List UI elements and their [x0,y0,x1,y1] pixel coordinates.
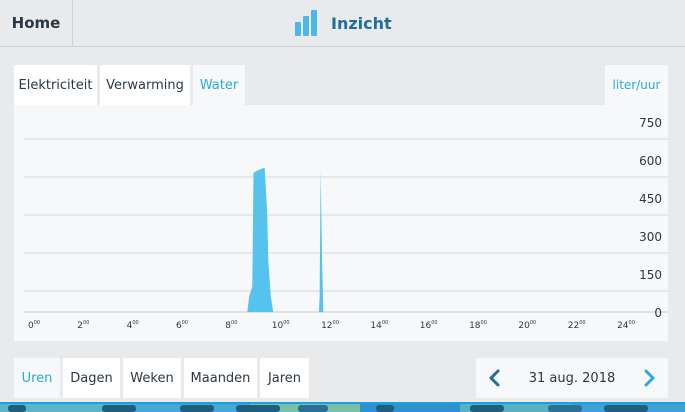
y-tick-label: 0 [654,306,662,320]
chevron-right-icon[interactable] [640,368,660,388]
home-button[interactable]: Home [0,0,73,46]
y-tick-label: 150 [639,268,662,282]
period-tab-maanden[interactable]: Maanden [184,358,257,398]
period-tab-weken[interactable]: Weken [123,358,181,398]
x-tick-label: 600 [175,320,189,331]
y-tick-label: 750 [639,116,662,130]
x-tick-label: 1600 [419,320,438,331]
page-title: Inzicht [331,13,392,33]
chevron-left-icon[interactable] [484,368,504,388]
x-tick-label: 800 [225,320,238,331]
period-tab-uren[interactable]: Uren [14,358,60,398]
x-tick-label: 1800 [469,320,487,331]
x-tick-label: 400 [126,320,139,331]
chart-svg [24,138,668,313]
x-tick-label: 2200 [567,320,586,331]
page-title-group: Inzicht [295,10,392,36]
tab-water[interactable]: Water [193,65,245,105]
period-tab-jaren[interactable]: Jaren [260,358,309,398]
x-tick-label: 200 [77,320,90,331]
chart-panel: 750 600 450 300 150 0 000 200 400 600 800 1000 1200… [14,105,668,341]
x-tick-label: 1200 [321,320,339,331]
current-date: 31 aug. 2018 [528,370,616,386]
y-tick-label: 300 [639,230,662,244]
x-tick-label: 000 [27,320,41,331]
x-tick-label: 1000 [271,320,290,331]
x-tick-label: 2400 [617,320,635,331]
header: Home Inzicht [0,0,685,47]
x-tick-label: 2000 [518,320,537,331]
water-usage-area [34,167,626,312]
bar-chart-icon [295,10,319,36]
tab-elektriciteit[interactable]: Elektriciteit [14,65,97,105]
period-tabs: Uren Dagen Weken Maanden Jaren [14,358,468,402]
date-navigation: 31 aug. 2018 [476,358,668,398]
decorative-bottom-strip [0,402,685,412]
x-tick-label: 1400 [370,320,389,331]
period-tab-dagen[interactable]: Dagen [63,358,120,398]
y-tick-label: 600 [639,154,662,168]
tab-verwarming[interactable]: Verwarming [100,65,190,105]
y-tick-label: 450 [639,192,662,206]
unit-label: liter/uur [605,65,668,105]
